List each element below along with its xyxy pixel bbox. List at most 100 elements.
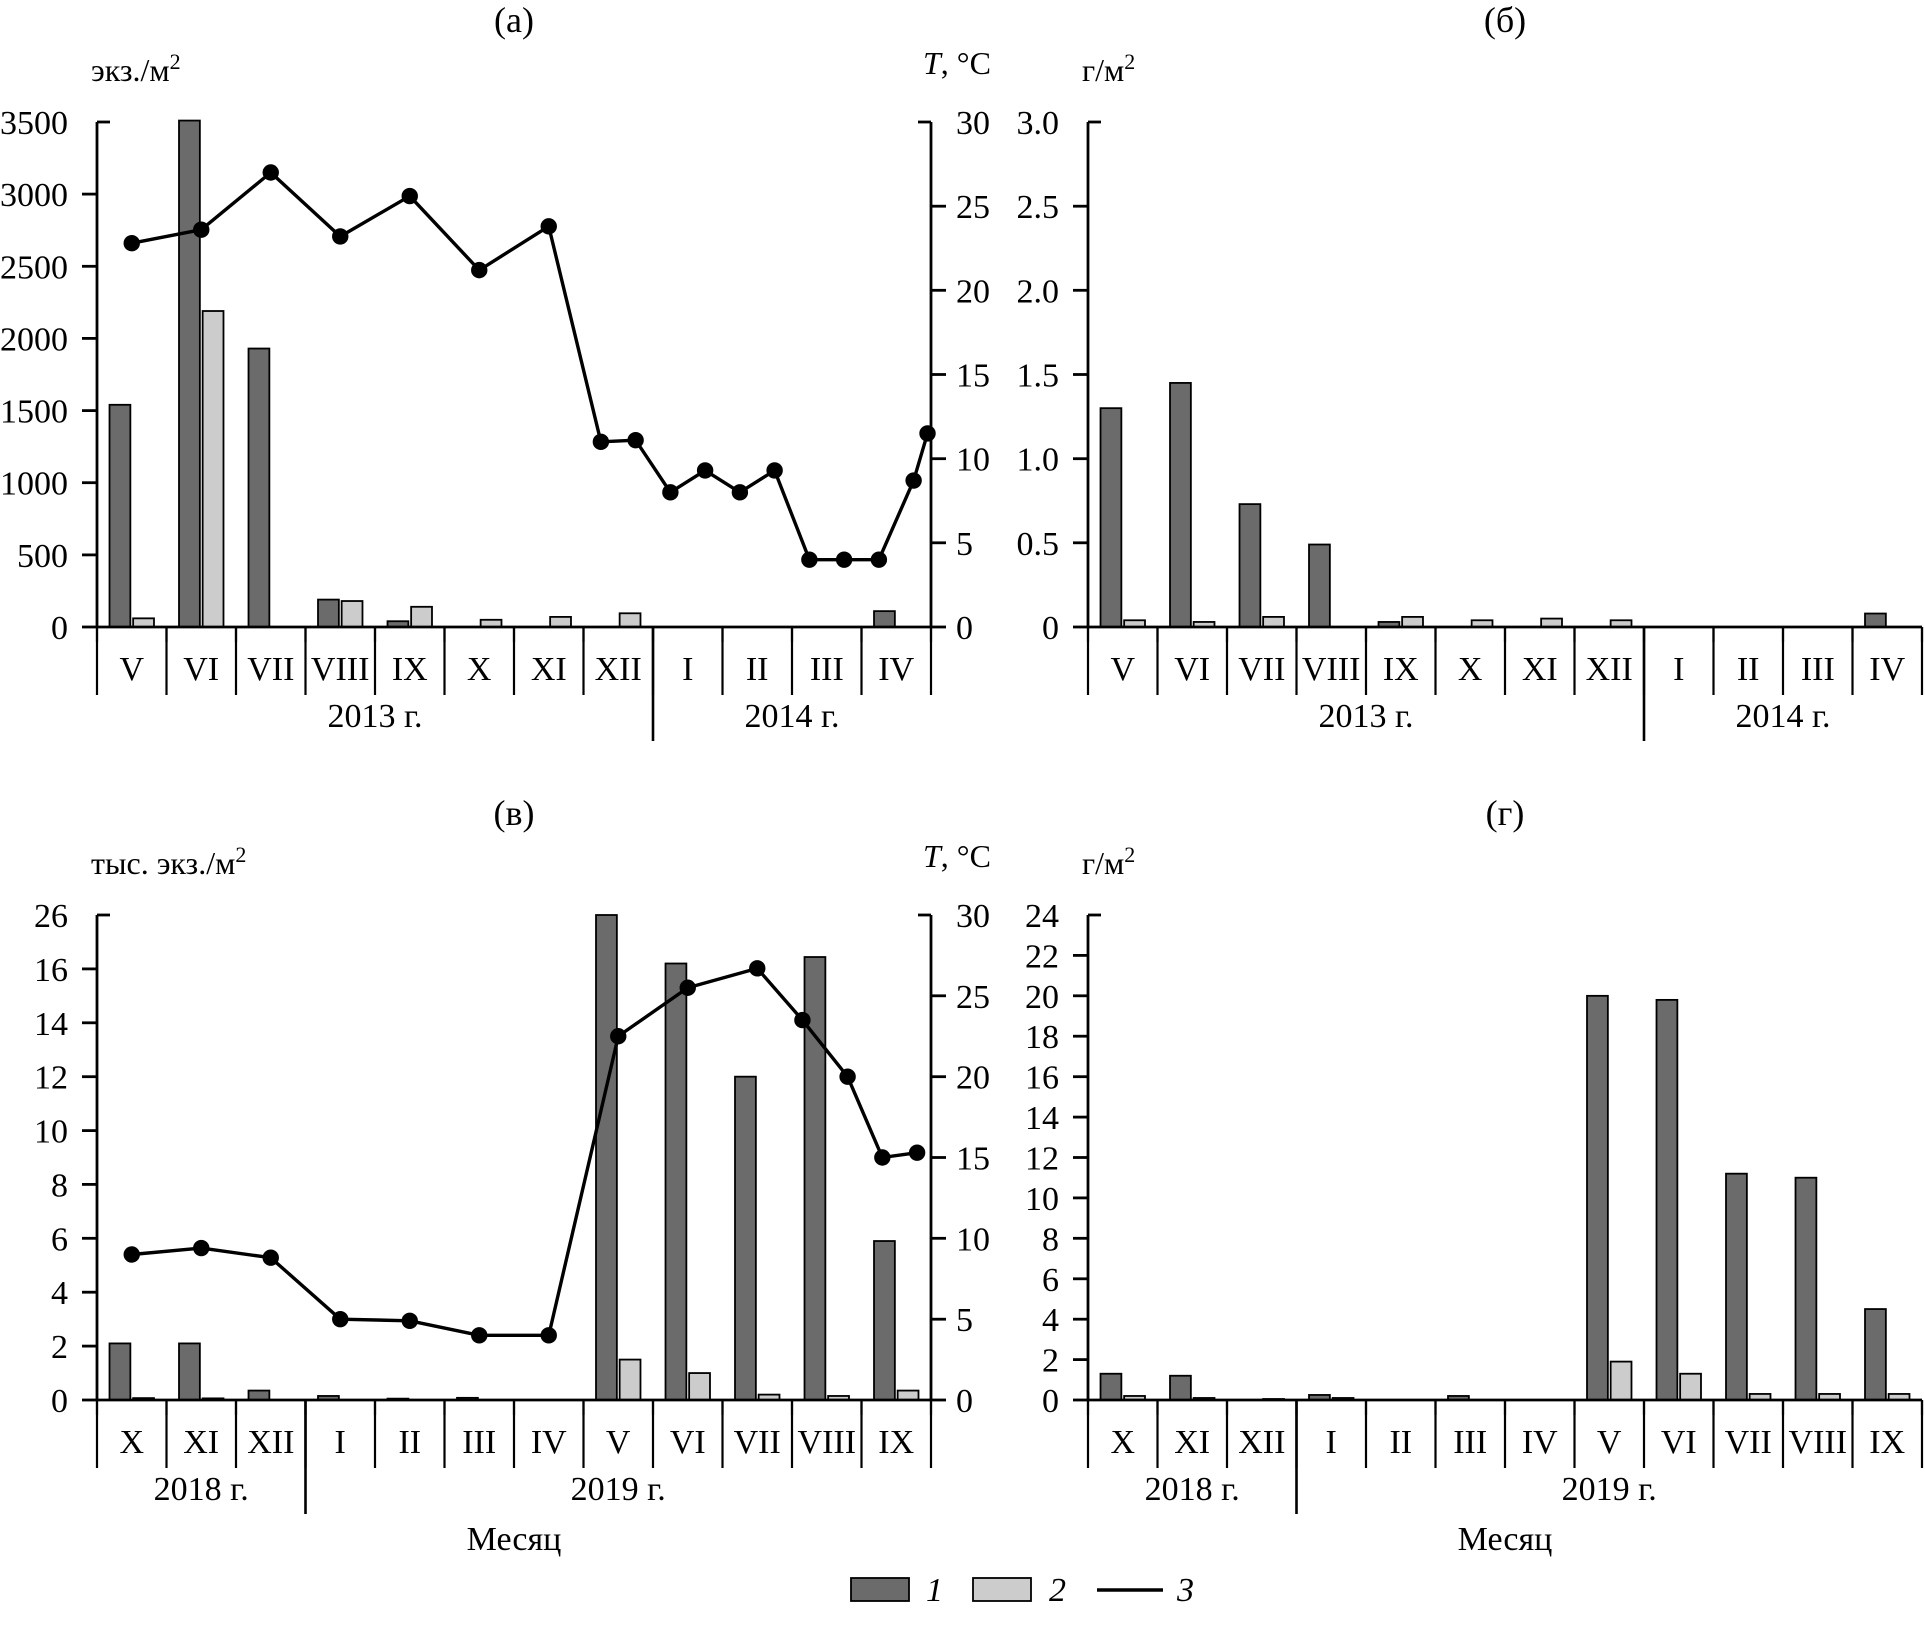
svg-text:12: 12: [1025, 1141, 1059, 1178]
svg-text:VII: VII: [247, 651, 294, 688]
svg-text:26: 26: [34, 898, 68, 935]
svg-text:XI: XI: [1522, 651, 1558, 688]
svg-text:I: I: [682, 651, 693, 688]
svg-text:2.0: 2.0: [1017, 273, 1060, 310]
svg-text:2013 г.: 2013 г.: [1318, 698, 1413, 735]
svg-text:тыс. экз./м2: тыс. экз./м2: [91, 842, 246, 881]
svg-text:V: V: [1111, 651, 1136, 688]
svg-text:5: 5: [956, 526, 973, 563]
svg-text:6: 6: [1042, 1262, 1059, 1299]
svg-text:2013 г.: 2013 г.: [327, 698, 422, 735]
svg-text:Месяц: Месяц: [467, 1521, 562, 1558]
svg-text:VI: VI: [1661, 1424, 1697, 1461]
svg-text:II: II: [398, 1424, 421, 1461]
svg-text:22: 22: [1025, 938, 1059, 975]
svg-text:16: 16: [1025, 1060, 1059, 1097]
svg-text:6: 6: [51, 1221, 68, 1258]
svg-text:VIII: VIII: [1302, 651, 1361, 688]
svg-text:2: 2: [51, 1329, 68, 1366]
svg-text:3: 3: [1176, 1572, 1194, 1609]
svg-text:1500: 1500: [0, 394, 68, 431]
svg-text:T, °C: T, °C: [923, 838, 991, 874]
svg-text:0: 0: [1042, 610, 1059, 647]
svg-text:25: 25: [956, 189, 990, 226]
svg-text:IV: IV: [878, 651, 914, 688]
svg-text:VIII: VIII: [1789, 1424, 1848, 1461]
svg-text:XI: XI: [1174, 1424, 1210, 1461]
svg-text:XII: XII: [1586, 651, 1633, 688]
svg-text:VI: VI: [183, 651, 219, 688]
svg-text:III: III: [1801, 651, 1835, 688]
svg-text:12: 12: [34, 1060, 68, 1097]
svg-text:15: 15: [956, 358, 990, 395]
svg-text:T, °C: T, °C: [923, 45, 991, 81]
svg-text:1.0: 1.0: [1017, 442, 1060, 479]
svg-text:0: 0: [1042, 1383, 1059, 1420]
svg-text:2500: 2500: [0, 249, 68, 286]
svg-text:VI: VI: [1174, 651, 1210, 688]
svg-text:XII: XII: [247, 1424, 294, 1461]
svg-text:20: 20: [956, 1060, 990, 1097]
svg-text:I: I: [1326, 1424, 1337, 1461]
svg-text:IX: IX: [392, 651, 428, 688]
svg-text:2014 г.: 2014 г.: [744, 698, 839, 735]
svg-text:2014 г.: 2014 г.: [1735, 698, 1830, 735]
svg-text:15: 15: [956, 1141, 990, 1178]
svg-text:24: 24: [1025, 898, 1059, 935]
svg-text:1: 1: [926, 1572, 943, 1609]
svg-text:3500: 3500: [0, 105, 68, 142]
svg-text:I: I: [335, 1424, 346, 1461]
svg-text:0: 0: [956, 1383, 973, 1420]
svg-text:500: 500: [17, 538, 68, 575]
svg-text:14: 14: [34, 1006, 68, 1043]
svg-text:0.5: 0.5: [1017, 526, 1060, 563]
svg-text:II: II: [1737, 651, 1760, 688]
svg-text:IX: IX: [878, 1424, 914, 1461]
svg-text:XI: XI: [531, 651, 567, 688]
svg-text:25: 25: [956, 979, 990, 1016]
svg-text:XII: XII: [595, 651, 642, 688]
svg-text:X: X: [120, 1424, 145, 1461]
svg-text:IV: IV: [1522, 1424, 1558, 1461]
svg-text:IV: IV: [1869, 651, 1905, 688]
svg-text:20: 20: [956, 273, 990, 310]
svg-text:1000: 1000: [0, 466, 68, 503]
svg-text:10: 10: [956, 1221, 990, 1258]
svg-text:8: 8: [51, 1167, 68, 1204]
svg-text:XI: XI: [183, 1424, 219, 1461]
svg-text:XII: XII: [1238, 1424, 1285, 1461]
svg-text:30: 30: [956, 105, 990, 142]
svg-text:10: 10: [1025, 1181, 1059, 1218]
svg-text:IV: IV: [531, 1424, 567, 1461]
svg-text:I: I: [1673, 651, 1684, 688]
svg-text:2018 г.: 2018 г.: [1145, 1471, 1240, 1508]
svg-text:3.0: 3.0: [1017, 105, 1060, 142]
svg-text:(г): (г): [1486, 793, 1525, 833]
svg-text:2: 2: [1042, 1343, 1059, 1380]
svg-text:18: 18: [1025, 1019, 1059, 1056]
svg-text:VIII: VIII: [311, 651, 370, 688]
svg-text:30: 30: [956, 898, 990, 935]
svg-text:0: 0: [956, 610, 973, 647]
svg-text:20: 20: [1025, 979, 1059, 1016]
svg-text:16: 16: [34, 952, 68, 989]
svg-text:10: 10: [956, 442, 990, 479]
svg-text:III: III: [1453, 1424, 1487, 1461]
svg-text:V: V: [120, 651, 145, 688]
svg-text:5: 5: [956, 1302, 973, 1339]
svg-text:IX: IX: [1383, 651, 1419, 688]
svg-text:8: 8: [1042, 1221, 1059, 1258]
svg-text:IX: IX: [1869, 1424, 1905, 1461]
svg-text:2019 г.: 2019 г.: [1562, 1471, 1657, 1508]
svg-text:2: 2: [1049, 1572, 1066, 1609]
svg-text:X: X: [1111, 1424, 1136, 1461]
svg-text:VI: VI: [670, 1424, 706, 1461]
svg-text:V: V: [606, 1424, 631, 1461]
svg-text:экз./м2: экз./м2: [91, 49, 181, 88]
svg-text:2018 г.: 2018 г.: [154, 1471, 249, 1508]
svg-text:2.5: 2.5: [1017, 189, 1060, 226]
svg-text:V: V: [1597, 1424, 1622, 1461]
svg-text:Месяц: Месяц: [1458, 1521, 1553, 1558]
svg-text:X: X: [1458, 651, 1483, 688]
svg-text:14: 14: [1025, 1100, 1059, 1137]
